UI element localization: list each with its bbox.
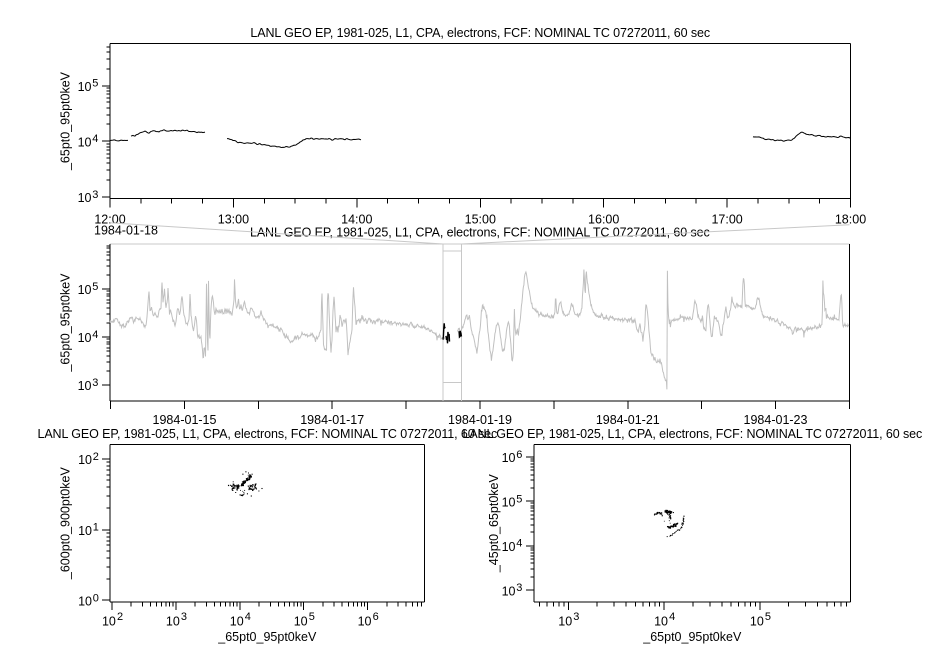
svg-text:10: 10 [102,615,116,629]
svg-text:_45pt0_65pt0keV: _45pt0_65pt0keV [487,473,501,573]
svg-text:5: 5 [765,611,771,623]
svg-text:4: 4 [516,538,522,550]
svg-text:_65pt0_95pt0keV: _65pt0_95pt0keV [59,273,73,373]
svg-text:6: 6 [373,611,379,623]
svg-text:10: 10 [78,453,92,467]
svg-text:10: 10 [78,80,92,94]
svg-text:LANL GEO EP, 1981-025, L1, CPA: LANL GEO EP, 1981-025, L1, CPA, electron… [250,226,710,240]
svg-text:10: 10 [78,283,92,297]
svg-text:10: 10 [294,615,308,629]
svg-text:10: 10 [502,584,516,598]
svg-text:13:00: 13:00 [218,212,249,226]
svg-text:3: 3 [181,611,187,623]
svg-text:10: 10 [558,615,572,629]
svg-text:17:00: 17:00 [711,212,742,226]
svg-text:16:00: 16:00 [588,212,619,226]
svg-text:_65pt0_95pt0keV: _65pt0_95pt0keV [217,630,317,644]
svg-text:10: 10 [654,615,668,629]
svg-text:14:00: 14:00 [341,212,372,226]
svg-text:LANL GEO EP, 1981-025, L1, CPA: LANL GEO EP, 1981-025, L1, CPA, electron… [37,427,497,441]
svg-text:5: 5 [309,611,315,623]
svg-text:10: 10 [502,540,516,554]
svg-text:2: 2 [93,451,99,463]
svg-text:1: 1 [93,522,99,534]
svg-text:1984-01-15: 1984-01-15 [153,413,217,427]
svg-text:5: 5 [92,281,98,293]
svg-text:4: 4 [92,133,98,145]
svg-text:0: 0 [93,593,99,605]
svg-text:3: 3 [516,582,522,594]
svg-text:10: 10 [750,615,764,629]
svg-text:_600pt0_900pt0keV: _600pt0_900pt0keV [58,467,72,581]
svg-text:10: 10 [78,379,92,393]
svg-text:10: 10 [230,615,244,629]
svg-text:1984-01-17: 1984-01-17 [300,413,364,427]
svg-text:2: 2 [117,611,123,623]
svg-text:5: 5 [92,78,98,90]
svg-text:4: 4 [245,611,251,623]
svg-text:1984-01-19: 1984-01-19 [448,413,512,427]
svg-text:10: 10 [502,496,516,510]
svg-text:18:00: 18:00 [835,212,866,226]
svg-text:3: 3 [92,377,98,389]
svg-text:10: 10 [78,135,92,149]
svg-text:1984-01-21: 1984-01-21 [596,413,660,427]
svg-text:3: 3 [92,189,98,201]
svg-text:10: 10 [78,331,92,345]
svg-text:5: 5 [516,493,522,505]
svg-text:10: 10 [78,191,92,205]
svg-text:10: 10 [166,615,180,629]
svg-text:10: 10 [502,451,516,465]
svg-text:_65pt0_95pt0keV: _65pt0_95pt0keV [59,71,73,171]
svg-text:10: 10 [358,615,372,629]
svg-text:15:00: 15:00 [465,212,496,226]
svg-text:6: 6 [516,449,522,461]
svg-text:4: 4 [92,329,98,341]
svg-text:LANL GEO EP, 1981-025, L1, CPA: LANL GEO EP, 1981-025, L1, CPA, electron… [250,26,710,40]
svg-text:10: 10 [78,595,92,609]
svg-text:_65pt0_95pt0keV: _65pt0_95pt0keV [642,630,742,644]
svg-text:1984-01-18: 1984-01-18 [94,223,158,237]
svg-text:10: 10 [78,524,92,538]
svg-text:4: 4 [669,611,675,623]
svg-text:1984-01-23: 1984-01-23 [744,413,808,427]
svg-text:LANL GEO EP, 1981-025, L1, CPA: LANL GEO EP, 1981-025, L1, CPA, electron… [462,427,922,441]
svg-text:3: 3 [573,611,579,623]
